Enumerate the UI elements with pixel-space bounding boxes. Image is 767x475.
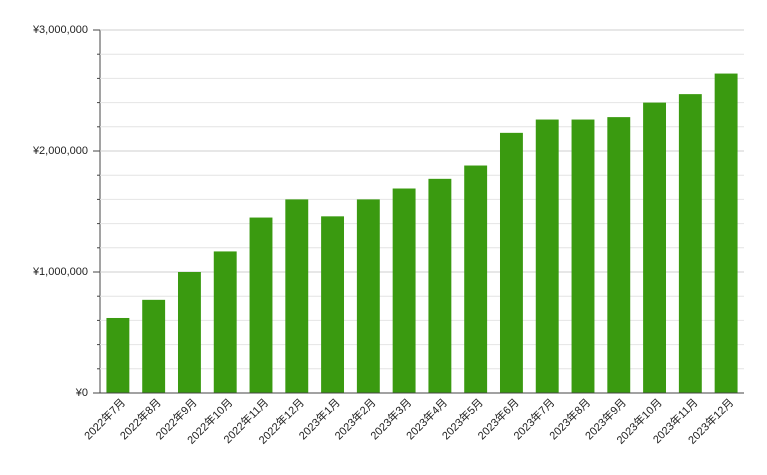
bar	[392, 188, 416, 393]
bar	[714, 73, 738, 393]
bar	[464, 165, 488, 393]
bar	[499, 132, 523, 393]
bar	[213, 251, 237, 393]
bar	[356, 199, 380, 393]
bar	[535, 119, 559, 393]
y-tick-label: ¥2,000,000	[32, 145, 88, 157]
bar	[177, 272, 201, 393]
bar	[285, 199, 309, 393]
bar	[142, 299, 166, 393]
bar	[678, 94, 702, 393]
y-tick-label: ¥0	[75, 387, 88, 399]
bar	[428, 178, 452, 393]
bar	[106, 317, 130, 393]
bar	[249, 217, 273, 393]
bar	[321, 216, 345, 393]
bar	[571, 119, 595, 393]
y-tick-label: ¥3,000,000	[32, 24, 88, 36]
y-tick-label: ¥1,000,000	[32, 266, 88, 278]
bar	[643, 102, 667, 393]
bar	[607, 117, 631, 394]
